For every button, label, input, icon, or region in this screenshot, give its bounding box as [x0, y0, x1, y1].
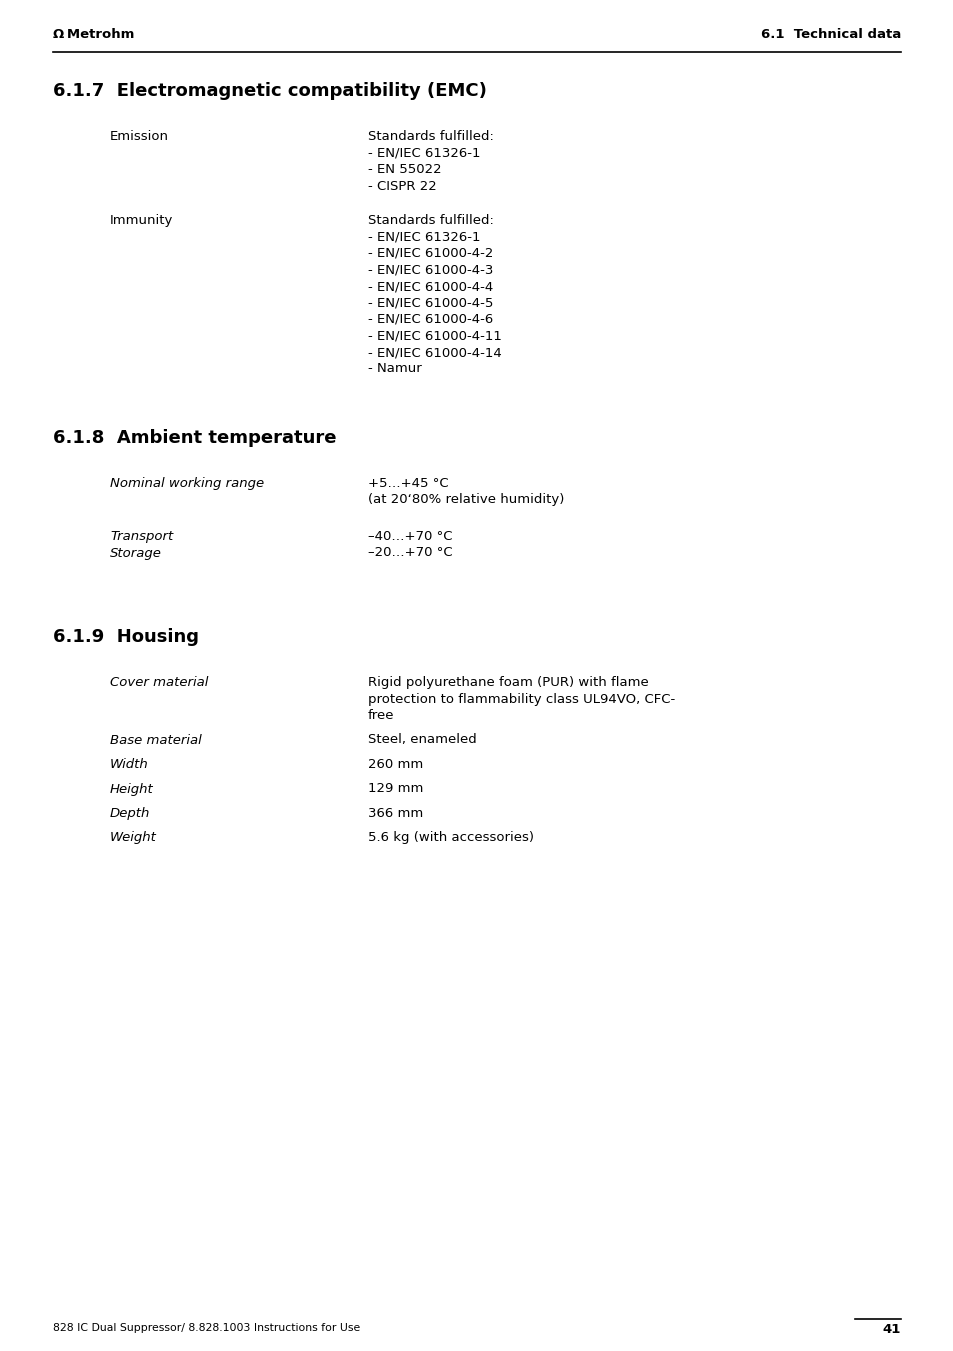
Text: Height: Height — [110, 782, 153, 796]
Text: Cover material: Cover material — [110, 676, 208, 689]
Text: Nominal working range: Nominal working range — [110, 477, 264, 490]
Text: - EN 55022: - EN 55022 — [368, 163, 441, 176]
Text: - CISPR 22: - CISPR 22 — [368, 180, 436, 192]
Text: - EN/IEC 61326-1: - EN/IEC 61326-1 — [368, 231, 480, 243]
Text: Standards fulfilled:: Standards fulfilled: — [368, 213, 494, 227]
Text: 41: 41 — [882, 1323, 900, 1336]
Text: - EN/IEC 61000-4-3: - EN/IEC 61000-4-3 — [368, 263, 493, 277]
Text: Transport: Transport — [110, 530, 173, 543]
Text: 129 mm: 129 mm — [368, 782, 423, 796]
Text: –40…+70 °C: –40…+70 °C — [368, 530, 452, 543]
Text: 6.1  Technical data: 6.1 Technical data — [760, 28, 900, 41]
Text: Standards fulfilled:: Standards fulfilled: — [368, 130, 494, 143]
Text: - Namur: - Namur — [368, 362, 421, 376]
Text: Storage: Storage — [110, 547, 162, 559]
Text: 366 mm: 366 mm — [368, 807, 423, 820]
Text: +5…+45 °C: +5…+45 °C — [368, 477, 448, 490]
Text: protection to flammability class UL94VO, CFC-: protection to flammability class UL94VO,… — [368, 693, 675, 705]
Text: - EN/IEC 61000-4-14: - EN/IEC 61000-4-14 — [368, 346, 501, 359]
Text: - EN/IEC 61000-4-5: - EN/IEC 61000-4-5 — [368, 296, 493, 309]
Text: 828 IC Dual Suppressor/ 8.828.1003 Instructions for Use: 828 IC Dual Suppressor/ 8.828.1003 Instr… — [53, 1323, 360, 1333]
Text: free: free — [368, 709, 395, 721]
Text: 6.1.9  Housing: 6.1.9 Housing — [53, 628, 199, 646]
Text: Rigid polyurethane foam (PUR) with flame: Rigid polyurethane foam (PUR) with flame — [368, 676, 648, 689]
Text: - EN/IEC 61000-4-4: - EN/IEC 61000-4-4 — [368, 280, 493, 293]
Text: Immunity: Immunity — [110, 213, 173, 227]
Text: Depth: Depth — [110, 807, 151, 820]
Text: Steel, enameled: Steel, enameled — [368, 734, 476, 747]
Text: 6.1.8  Ambient temperature: 6.1.8 Ambient temperature — [53, 430, 336, 447]
Text: 5.6 kg (with accessories): 5.6 kg (with accessories) — [368, 831, 534, 844]
Text: - EN/IEC 61000-4-6: - EN/IEC 61000-4-6 — [368, 313, 493, 326]
Text: 6.1.7  Electromagnetic compatibility (EMC): 6.1.7 Electromagnetic compatibility (EMC… — [53, 82, 486, 100]
Text: (at 20‘80% relative humidity): (at 20‘80% relative humidity) — [368, 493, 564, 507]
Text: Base material: Base material — [110, 734, 201, 747]
Text: - EN/IEC 61000-4-2: - EN/IEC 61000-4-2 — [368, 247, 493, 259]
Text: 260 mm: 260 mm — [368, 758, 423, 771]
Text: Weight: Weight — [110, 831, 156, 844]
Text: - EN/IEC 61000-4-11: - EN/IEC 61000-4-11 — [368, 330, 501, 343]
Text: Width: Width — [110, 758, 149, 771]
Text: –20…+70 °C: –20…+70 °C — [368, 547, 452, 559]
Text: - EN/IEC 61326-1: - EN/IEC 61326-1 — [368, 146, 480, 159]
Text: Emission: Emission — [110, 130, 169, 143]
Text: Ω Metrohm: Ω Metrohm — [53, 28, 134, 41]
